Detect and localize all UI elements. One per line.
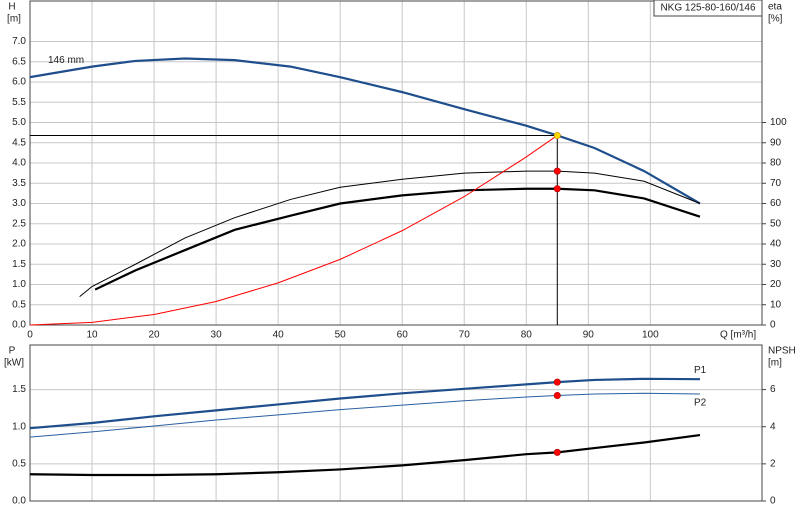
chart-title: NKG 125-80-160/146 — [660, 3, 756, 14]
y-tick-label: 5.0 — [12, 117, 26, 128]
y-tick-label: 4.0 — [12, 158, 26, 169]
y2-axis-label: eta — [768, 2, 782, 13]
operating-point — [553, 378, 561, 386]
y-tick-label: 5.5 — [12, 97, 26, 108]
y2-tick-label: 60 — [770, 198, 782, 209]
y-tick-label: 1.0 — [12, 421, 26, 432]
x-tick-label: 40 — [273, 330, 285, 341]
x-axis-label: Q [m³/h] — [720, 330, 756, 341]
y-tick-label: 3.5 — [12, 178, 26, 189]
y-tick-label: 1.5 — [12, 259, 26, 270]
y2-axis-label: NPSH — [768, 346, 796, 357]
plot-frame — [29, 0, 763, 326]
y-tick-label: 0.0 — [12, 496, 26, 507]
y-tick-label: 3.0 — [12, 198, 26, 209]
y-axis-unit: [m] — [7, 14, 21, 25]
y-tick-label: 6.0 — [12, 77, 26, 88]
series-line — [29, 377, 700, 430]
x-tick-label: 50 — [335, 330, 347, 341]
y-tick-label: 0.5 — [12, 299, 26, 310]
x-tick-label: 80 — [521, 330, 533, 341]
series-label: P2 — [694, 398, 707, 409]
plot-frame — [29, 344, 763, 502]
y-axis-label: P — [9, 346, 16, 357]
y-tick-label: 2.0 — [12, 239, 26, 250]
y-tick-label: 1.5 — [12, 384, 26, 395]
y-axis-label: H — [8, 2, 15, 13]
y2-tick-label: 0 — [770, 496, 776, 507]
x-tick-label: 90 — [583, 330, 595, 341]
y-tick-label: 4.5 — [12, 137, 26, 148]
series-line — [29, 135, 558, 326]
series-line — [29, 433, 701, 477]
series-line — [29, 392, 700, 438]
series-line — [29, 57, 701, 205]
operating-point — [553, 448, 561, 456]
y-tick-label: 6.5 — [12, 56, 26, 67]
y2-tick-label: 90 — [770, 137, 782, 148]
y-tick-label: 1.0 — [12, 279, 26, 290]
y2-tick-label: 80 — [770, 158, 782, 169]
y2-tick-label: 40 — [770, 239, 782, 250]
operating-point — [553, 131, 561, 139]
y2-tick-label: 6 — [770, 384, 776, 395]
operating-point — [553, 185, 561, 193]
y2-tick-label: 20 — [770, 279, 782, 290]
x-tick-label: 70 — [459, 330, 471, 341]
y2-tick-label: 30 — [770, 259, 782, 270]
operating-point — [553, 167, 561, 175]
y-tick-label: 2.5 — [12, 218, 26, 229]
y2-axis-unit: [m] — [768, 358, 782, 369]
y2-tick-label: 10 — [770, 299, 782, 310]
series-line — [79, 170, 701, 298]
x-tick-label: 10 — [86, 330, 98, 341]
series-line — [94, 187, 701, 291]
y2-tick-label: 70 — [770, 178, 782, 189]
y2-tick-label: 0 — [770, 320, 776, 331]
series-label: P1 — [694, 365, 707, 376]
y2-tick-label: 2 — [770, 458, 776, 469]
y-tick-label: 7.0 — [12, 36, 26, 47]
x-tick-label: 0 — [27, 330, 33, 341]
x-tick-label: 100 — [642, 330, 659, 341]
y-tick-label: 0.0 — [12, 320, 26, 331]
y2-axis-unit: [%] — [768, 14, 783, 25]
operating-point — [553, 392, 561, 400]
x-tick-label: 60 — [397, 330, 409, 341]
series-label: 146 mm — [48, 55, 84, 66]
y2-tick-label: 4 — [770, 421, 776, 432]
y-axis-unit: [kW] — [4, 358, 24, 369]
y2-tick-label: 100 — [770, 117, 787, 128]
title-box — [653, 0, 763, 17]
y-tick-label: 0.5 — [12, 458, 26, 469]
x-tick-label: 30 — [211, 330, 223, 341]
x-tick-label: 20 — [149, 330, 161, 341]
y2-tick-label: 50 — [770, 218, 782, 229]
